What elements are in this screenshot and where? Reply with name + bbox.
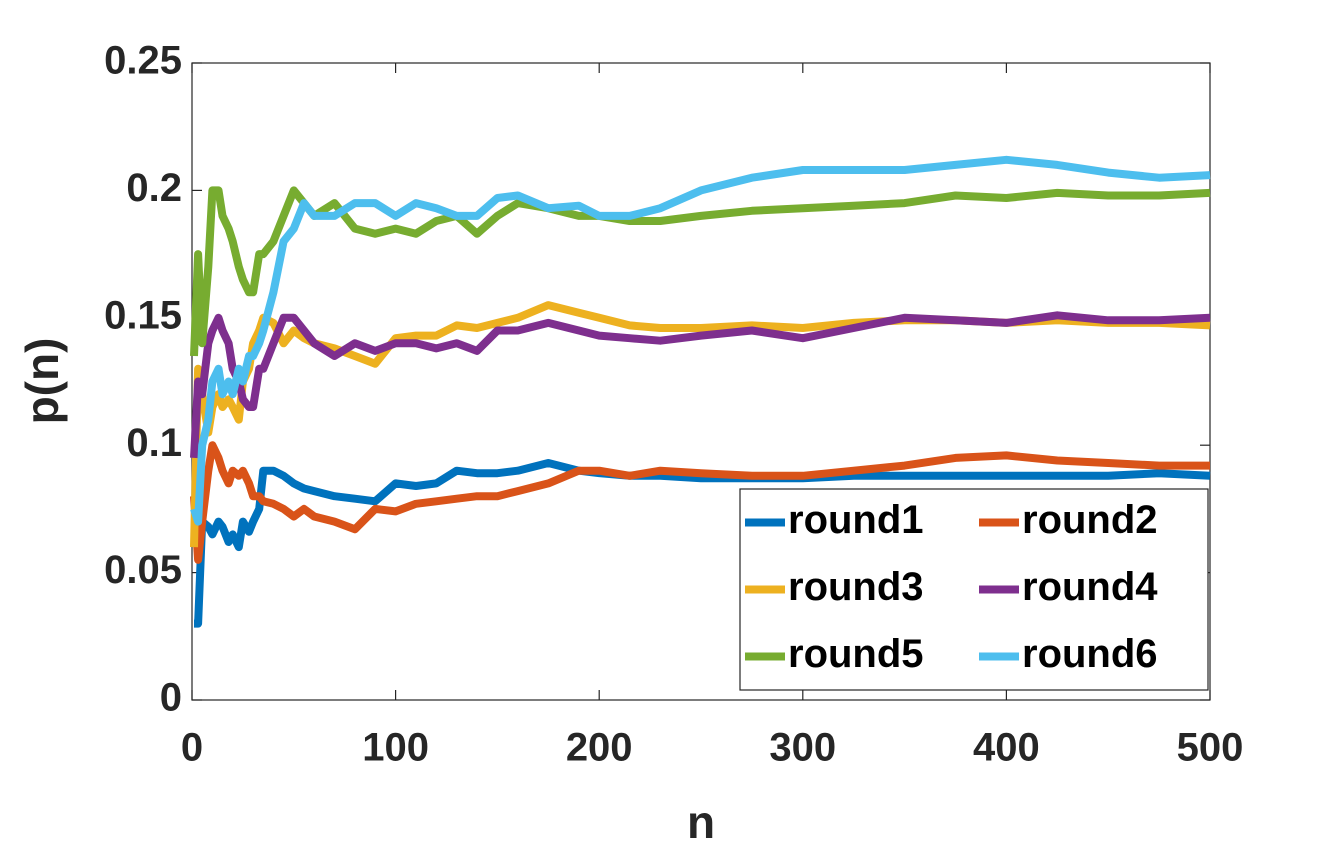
x-tick-label: 300 <box>769 726 836 770</box>
x-tick-label: 200 <box>566 726 633 770</box>
x-tick-label: 100 <box>362 726 429 770</box>
y-tick-label: 0 <box>160 676 182 720</box>
legend-label: round1 <box>788 498 924 542</box>
legend <box>739 488 1209 691</box>
x-tick-label: 0 <box>181 726 203 770</box>
y-tick-label: 0.25 <box>104 39 182 83</box>
legend-label: round6 <box>1022 632 1158 676</box>
y-tick-label: 0.1 <box>126 421 182 465</box>
y-tick-label: 0.05 <box>104 548 182 592</box>
y-tick-label: 0.15 <box>104 293 182 337</box>
y-tick-label: 0.2 <box>126 166 182 210</box>
line-series <box>190 441 1210 564</box>
legend-label: round4 <box>1022 565 1158 609</box>
line-series <box>190 155 1211 526</box>
x-axis-label: n <box>687 796 715 848</box>
x-tick-label: 400 <box>973 726 1040 770</box>
legend-label: round5 <box>788 632 924 676</box>
line-series <box>190 186 1211 357</box>
line-series <box>190 311 1211 459</box>
x-tick-label: 500 <box>1177 726 1244 770</box>
legend-label: round3 <box>788 565 924 609</box>
legend-label: round2 <box>1022 498 1158 542</box>
y-axis-label: p(n) <box>16 338 68 425</box>
